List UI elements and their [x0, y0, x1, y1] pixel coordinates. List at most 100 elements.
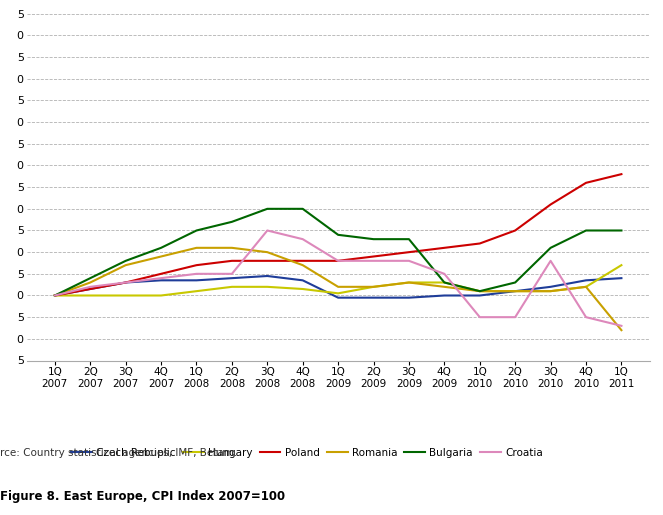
Croatia [511, 314, 519, 320]
Croatia [546, 258, 554, 264]
Czech Rebuplic [228, 275, 236, 281]
Poland [334, 258, 342, 264]
Romania [122, 262, 130, 268]
Poland [405, 249, 413, 255]
Czech Rebuplic [86, 286, 94, 292]
Hungary [476, 288, 484, 294]
Bulgaria [546, 245, 554, 251]
Bulgaria [157, 245, 165, 251]
Hungary [157, 293, 165, 299]
Croatia [476, 314, 484, 320]
Hungary [369, 284, 377, 290]
Poland [86, 286, 94, 292]
Poland [299, 258, 307, 264]
Hungary [582, 284, 590, 290]
Bulgaria [228, 219, 236, 225]
Poland [369, 253, 377, 260]
Bulgaria [334, 232, 342, 238]
Hungary [228, 284, 236, 290]
Hungary [334, 290, 342, 297]
Hungary [122, 293, 130, 299]
Bulgaria [299, 205, 307, 212]
Poland [476, 241, 484, 247]
Poland [122, 280, 130, 286]
Poland [228, 258, 236, 264]
Croatia [334, 258, 342, 264]
Bulgaria [476, 288, 484, 294]
Czech Rebuplic [299, 277, 307, 283]
Poland [511, 228, 519, 234]
Romania [511, 288, 519, 294]
Czech Rebuplic [157, 277, 165, 283]
Bulgaria [617, 228, 625, 234]
Czech Rebuplic [617, 275, 625, 281]
Hungary [440, 280, 448, 286]
Poland [617, 171, 625, 177]
Czech Rebuplic [334, 295, 342, 301]
Hungary [192, 288, 200, 294]
Croatia [228, 271, 236, 277]
Croatia [617, 323, 625, 329]
Romania [369, 284, 377, 290]
Czech Rebuplic [369, 295, 377, 301]
Line: Poland: Poland [55, 174, 621, 296]
Romania [192, 245, 200, 251]
Bulgaria [582, 228, 590, 234]
Hungary [511, 288, 519, 294]
Line: Croatia: Croatia [55, 231, 621, 326]
Croatia [299, 236, 307, 242]
Croatia [263, 228, 271, 234]
Poland [582, 180, 590, 186]
Czech Rebuplic [263, 273, 271, 279]
Croatia [405, 258, 413, 264]
Czech Rebuplic [440, 293, 448, 299]
Hungary [405, 280, 413, 286]
Romania [157, 253, 165, 260]
Text: Figure 8. East Europe, CPI Index 2007=100: Figure 8. East Europe, CPI Index 2007=10… [0, 490, 285, 503]
Poland [192, 262, 200, 268]
Romania [334, 284, 342, 290]
Romania [440, 284, 448, 290]
Romania [51, 293, 59, 299]
Romania [582, 284, 590, 290]
Bulgaria [263, 205, 271, 212]
Poland [263, 258, 271, 264]
Hungary [617, 262, 625, 268]
Czech Rebuplic [192, 277, 200, 283]
Bulgaria [192, 228, 200, 234]
Line: Bulgaria: Bulgaria [55, 209, 621, 296]
Bulgaria [122, 258, 130, 264]
Czech Rebuplic [122, 280, 130, 286]
Czech Rebuplic [51, 293, 59, 299]
Legend: Czech Rebuplic, Hungary, Poland, Romania, Bulgaria, Croatia: Czech Rebuplic, Hungary, Poland, Romania… [67, 444, 547, 462]
Croatia [192, 271, 200, 277]
Line: Hungary: Hungary [55, 265, 621, 296]
Hungary [51, 293, 59, 299]
Bulgaria [511, 280, 519, 286]
Poland [440, 245, 448, 251]
Line: Romania: Romania [55, 248, 621, 330]
Romania [546, 288, 554, 294]
Bulgaria [405, 236, 413, 242]
Romania [86, 280, 94, 286]
Croatia [122, 280, 130, 286]
Hungary [86, 293, 94, 299]
Poland [546, 201, 554, 208]
Czech Rebuplic [582, 277, 590, 283]
Croatia [440, 271, 448, 277]
Czech Rebuplic [511, 288, 519, 294]
Hungary [263, 284, 271, 290]
Bulgaria [369, 236, 377, 242]
Line: Czech Rebuplic: Czech Rebuplic [55, 276, 621, 298]
Croatia [369, 258, 377, 264]
Romania [405, 280, 413, 286]
Romania [617, 327, 625, 333]
Romania [476, 288, 484, 294]
Croatia [582, 314, 590, 320]
Czech Rebuplic [476, 293, 484, 299]
Hungary [546, 288, 554, 294]
Romania [228, 245, 236, 251]
Bulgaria [51, 293, 59, 299]
Poland [157, 271, 165, 277]
Croatia [157, 275, 165, 281]
